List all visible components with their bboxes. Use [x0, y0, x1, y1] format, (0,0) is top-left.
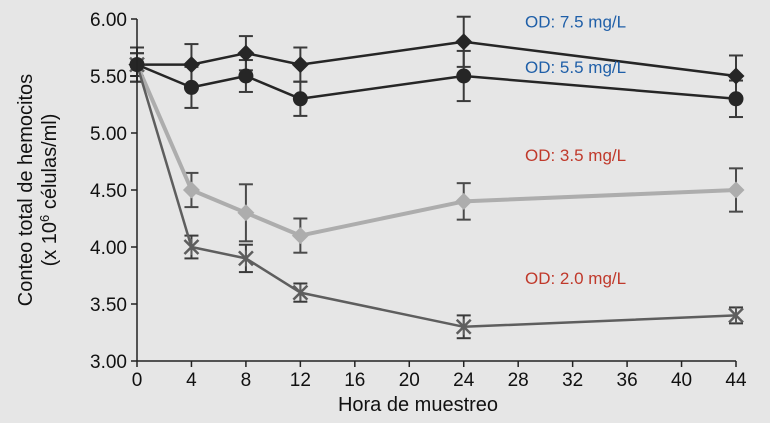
x-tick-label: 8 [241, 370, 252, 391]
star-marker [455, 318, 472, 335]
series-lines [135, 40, 737, 329]
diamond-marker [291, 227, 309, 245]
series-labels: OD: 7.5 mg/L OD: 5.5 mg/L OD: 3.5 mg/L OD: … [525, 12, 626, 288]
diamond-marker [237, 44, 255, 62]
y-axis-title-line2: (x 106 células/ml) [37, 114, 62, 267]
series-label: OD: 2.0 mg/L [525, 269, 626, 288]
y-axis-title: Conteo total de hemocitos (x 106 células… [15, 74, 61, 306]
x-tick-label: 0 [132, 370, 143, 391]
y-tick-label: 4.00 [90, 238, 127, 259]
star-marker [292, 284, 309, 301]
x-tick-label: 12 [290, 370, 311, 391]
tick-labels: 3.00 3.50 4.00 4.50 5.00 5.50 6.00 0 4 8 12 16 20 24 2… [90, 10, 747, 391]
diamond-marker [727, 67, 745, 85]
series-line [135, 63, 737, 238]
x-tick-label: 44 [725, 370, 747, 391]
x-tick-label: 32 [562, 370, 583, 391]
diamond-marker [291, 56, 309, 74]
series-line [137, 40, 737, 78]
diamond-marker [237, 204, 255, 222]
x-tick-label: 4 [186, 370, 197, 391]
star-marker [238, 250, 254, 267]
y-tick-label: 4.50 [90, 181, 127, 202]
circle-marker [292, 91, 308, 107]
y-tick-label: 6.00 [90, 10, 127, 31]
circle-marker [183, 79, 199, 95]
diamond-marker [727, 181, 745, 199]
star-marker [183, 239, 200, 255]
x-axis-title: Hora de muestreo [338, 394, 498, 416]
y-tick-label: 3.50 [90, 295, 127, 316]
x-tick-label: 40 [671, 370, 692, 391]
circle-marker [728, 91, 744, 107]
diamond-marker [455, 33, 473, 51]
series-line [136, 63, 737, 101]
y-tick-label: 5.00 [90, 124, 127, 145]
diamond-marker [455, 192, 473, 210]
series-line [135, 64, 737, 329]
star-marker [728, 307, 744, 324]
circle-marker [238, 68, 254, 84]
y-axis-title-line1: Conteo total de hemocitos [15, 74, 37, 306]
series-label: OD: 5.5 mg/L [525, 58, 626, 77]
x-tick-label: 36 [617, 370, 638, 391]
circle-marker [456, 68, 472, 84]
series-label: OD: 3.5 mg/L [525, 146, 626, 165]
diamond-marker [182, 181, 200, 199]
x-tick-label: 24 [453, 370, 475, 391]
y-tick-label: 5.50 [90, 67, 127, 88]
series-markers [128, 33, 745, 335]
x-tick-label: 16 [344, 370, 365, 391]
series-label: OD: 7.5 mg/L [525, 12, 626, 31]
x-tick-label: 20 [399, 370, 420, 391]
diamond-marker [182, 56, 200, 74]
x-tick-label: 28 [508, 370, 529, 391]
y-tick-label: 3.00 [90, 352, 127, 373]
axes [131, 18, 737, 367]
